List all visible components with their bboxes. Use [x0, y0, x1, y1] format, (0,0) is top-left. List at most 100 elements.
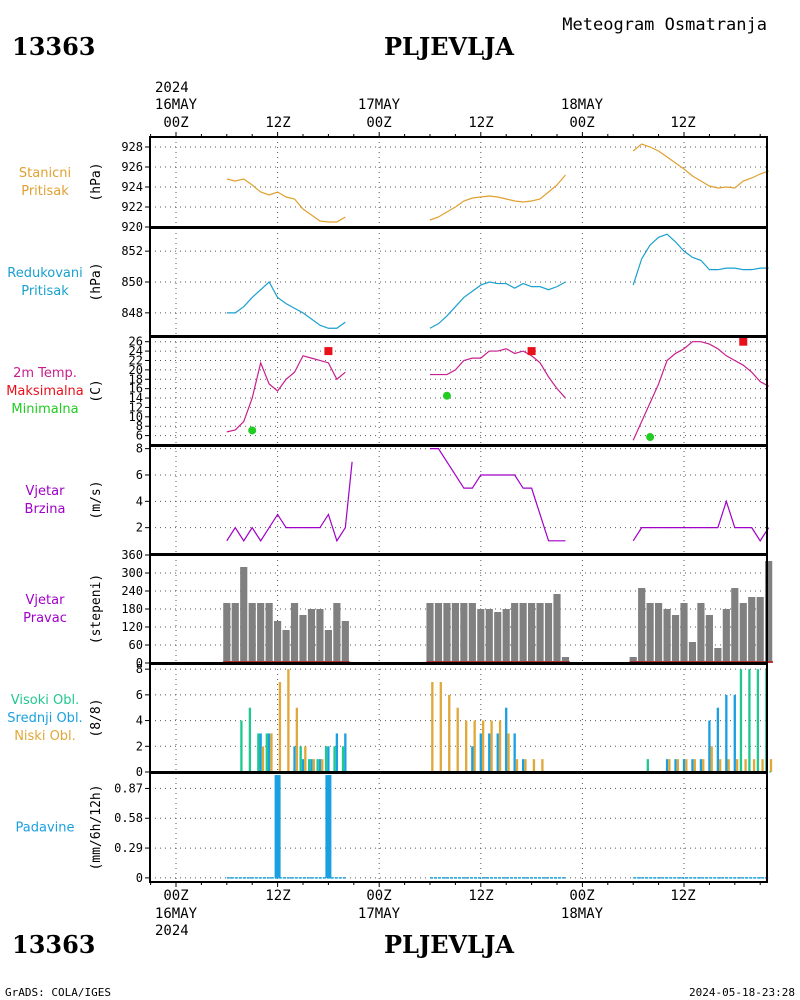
- direction-bar: [544, 603, 553, 663]
- hour-label-bottom-6: 12Z: [670, 888, 695, 904]
- panel-label-line: 2m Temp.: [13, 366, 77, 381]
- hour-label-top-6: 12Z: [670, 115, 695, 131]
- panel-label-line: Pravac: [23, 611, 67, 626]
- time-axis-top: 2024 16MAY 17MAY 18MAY 00Z 12Z 00Z 12Z 0…: [155, 80, 696, 131]
- direction-bar: [426, 603, 434, 663]
- cloud-bar: [299, 746, 302, 772]
- cloud-bar: [507, 733, 510, 772]
- hour-label-top-5: 00Z: [569, 115, 594, 131]
- direction-bar: [561, 657, 570, 663]
- cloud-bar: [524, 759, 527, 772]
- hour-label-top-4: 12Z: [468, 115, 493, 131]
- cloud-bar: [761, 759, 764, 772]
- cloud-bar: [496, 733, 499, 772]
- direction-bar: [460, 603, 468, 663]
- cloud-bar: [756, 669, 760, 772]
- panel-unit-label: (C): [89, 379, 104, 402]
- max-temp-marker: [739, 337, 748, 346]
- hour-label-bottom-2: 12Z: [265, 888, 290, 904]
- direction-bar: [536, 603, 544, 663]
- hour-label-top-2: 12Z: [265, 115, 290, 131]
- panel-frame: [149, 336, 768, 446]
- hour-label-bottom-3: 00Z: [366, 888, 391, 904]
- y-tick-label: 6: [136, 429, 143, 443]
- cloud-bar: [769, 759, 773, 772]
- cloud-bar: [248, 707, 252, 772]
- precip-bar: [325, 775, 332, 878]
- direction-bar: [265, 603, 273, 663]
- cloud-bar: [301, 759, 305, 772]
- y-tick-label: 6: [136, 468, 143, 482]
- cloud-bar: [479, 733, 482, 772]
- direction-bar: [697, 603, 705, 663]
- cloud-bar: [719, 759, 722, 772]
- cloud-bar: [725, 694, 728, 772]
- y-tick-label: 8: [136, 419, 143, 433]
- cloud-bar: [335, 733, 339, 772]
- panel-3: 2m Temp. Maksimalna Minimalna (C) 6810121416…: [6, 335, 769, 446]
- direction-bar: [443, 603, 451, 663]
- series-line: [430, 448, 566, 542]
- direction-bar: [290, 603, 299, 663]
- y-tick-label: 22: [129, 353, 143, 367]
- direction-bar: [748, 597, 756, 663]
- cloud-bar: [727, 759, 730, 772]
- y-tick-label: 4: [136, 494, 143, 508]
- panel-5: Vjetar Pravac (stepeni) 0 60 120 180 240 300 360: [23, 548, 773, 670]
- y-tick-label: 180: [121, 602, 143, 616]
- day-label-top-3: 18MAY: [561, 97, 604, 113]
- panel-4: Vjetar Brzina (m/s) 2 4 6 8: [25, 442, 770, 555]
- y-tick-label: 2: [136, 521, 143, 535]
- cloud-bar: [488, 733, 491, 772]
- direction-bar: [248, 603, 256, 663]
- panel-frame: [149, 772, 768, 883]
- direction-bar: [629, 657, 637, 663]
- cloud-bar: [240, 720, 243, 772]
- cloud-bar: [341, 746, 345, 772]
- cloud-bar: [295, 707, 299, 772]
- precip-bar: [274, 775, 281, 878]
- y-tick-label: 24: [129, 344, 143, 358]
- cloud-bar: [293, 746, 296, 772]
- cloud-bar: [541, 759, 544, 772]
- panels-container: Stanicni Pritisak (hPa) 920 922 924 926 928 Redu…: [6, 132, 773, 887]
- cloud-bar: [321, 759, 324, 772]
- day-label-bottom-2: 17MAY: [358, 906, 401, 922]
- cloud-bar: [316, 759, 319, 772]
- direction-bar: [451, 603, 459, 663]
- direction-bar: [646, 603, 654, 663]
- panel-frame: [149, 227, 768, 337]
- panel-label-line: Vjetar: [26, 484, 66, 499]
- cloud-bar: [257, 733, 260, 772]
- panel-label-line: Redukovani: [7, 266, 82, 281]
- cloud-bar: [304, 746, 307, 772]
- cloud-bar: [259, 733, 262, 772]
- series-line: [226, 178, 346, 223]
- series-line: [226, 355, 346, 433]
- y-tick-label: 18: [129, 372, 143, 386]
- hour-label-top-1: 00Z: [163, 115, 188, 131]
- station-id-top: 13363: [12, 32, 96, 61]
- direction-bar: [705, 615, 713, 663]
- cloud-bar: [691, 759, 694, 772]
- y-tick-label: 240: [121, 584, 143, 598]
- series-line: [226, 281, 346, 329]
- panel-label-line: Pritisak: [21, 284, 69, 299]
- cloud-bar: [674, 759, 677, 772]
- cloud-bar: [685, 759, 688, 772]
- y-tick-label: 0: [136, 656, 143, 670]
- panel-frame: [149, 136, 768, 228]
- y-tick-label: 6: [136, 688, 143, 702]
- y-tick-label: 852: [121, 244, 143, 258]
- panel-unit-label: (mm/6h/12h): [89, 784, 104, 870]
- direction-bar: [553, 594, 561, 663]
- direction-bar: [722, 609, 730, 663]
- cloud-bar: [448, 694, 451, 772]
- direction-bar: [274, 621, 282, 663]
- direction-bar: [519, 603, 527, 663]
- series-line: [632, 143, 769, 189]
- direction-bar: [231, 603, 239, 663]
- cloud-bar: [521, 759, 525, 772]
- cloud-bar: [473, 720, 476, 772]
